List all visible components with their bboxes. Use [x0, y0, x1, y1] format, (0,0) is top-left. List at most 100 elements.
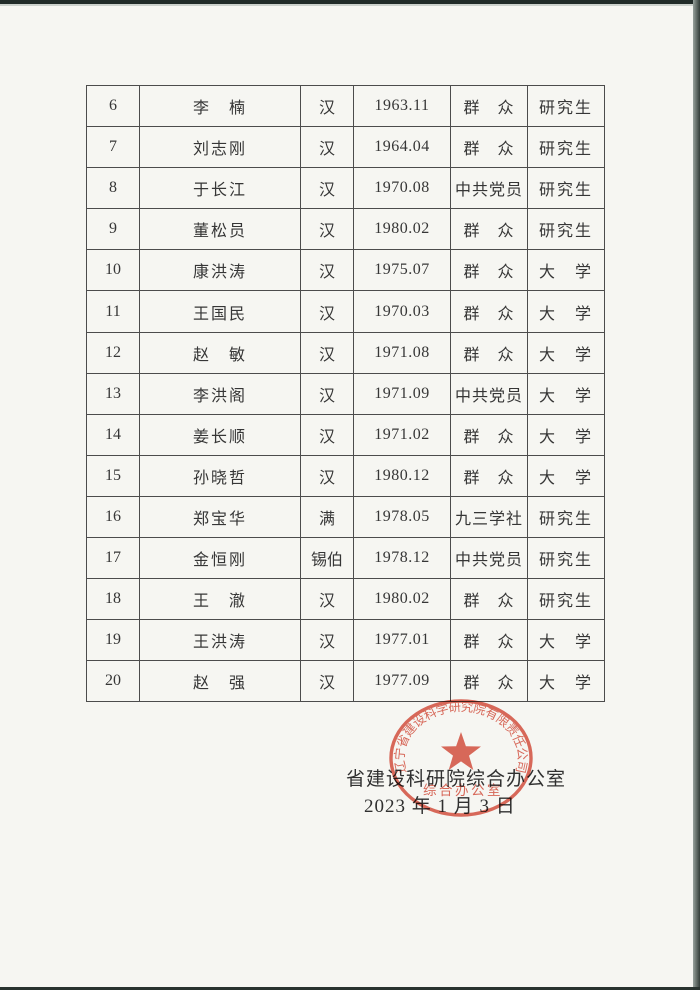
cell-education: 研究生	[527, 495, 605, 539]
personnel-table: 6 李 楠 汉 1963.11 群 众 研究生 7 刘志刚 汉 1964.04 …	[86, 84, 605, 703]
table-row: 18 王 澈 汉 1980.02 群 众 研究生	[86, 578, 605, 621]
cell-birth-date: 1970.08	[353, 167, 451, 210]
table-row: 20 赵 强 汉 1977.09 群 众 大 学	[86, 660, 605, 703]
cell-birth-date: 1978.12	[353, 537, 451, 580]
cell-education: 大 学	[527, 619, 605, 662]
table-row: 12 赵 敏 汉 1971.08 群 众 大 学	[86, 331, 605, 374]
official-seal-stamp: 辽宁省建设科学研究院有限责任公司 综合办公室	[389, 699, 533, 817]
cell-birth-date: 1980.02	[353, 208, 451, 251]
cell-political-status: 群 众	[450, 413, 528, 456]
cell-row-number: 14	[86, 413, 140, 456]
scan-edge-top-shadow	[0, 4, 700, 6]
table-row: 10 康洪涛 汉 1975.07 群 众 大 学	[86, 249, 605, 292]
cell-name: 孙晓哲	[139, 454, 301, 497]
cell-ethnicity: 汉	[300, 290, 354, 333]
cell-name: 姜长顺	[139, 413, 301, 456]
cell-political-status: 群 众	[450, 208, 528, 251]
cell-name: 王 澈	[139, 578, 301, 621]
personnel-table-body: 6 李 楠 汉 1963.11 群 众 研究生 7 刘志刚 汉 1964.04 …	[86, 84, 605, 703]
table-row: 17 金恒刚 锡伯 1978.12 中共党员 研究生	[86, 537, 605, 580]
cell-political-status: 九三学社	[450, 495, 528, 539]
cell-education: 大 学	[527, 249, 605, 292]
cell-row-number: 12	[86, 331, 140, 374]
cell-ethnicity: 汉	[300, 660, 354, 703]
cell-education: 大 学	[527, 454, 605, 497]
cell-row-number: 15	[86, 454, 140, 497]
cell-name: 郑宝华	[139, 495, 301, 539]
cell-ethnicity: 锡伯	[300, 537, 354, 580]
table-row: 13 李洪阁 汉 1971.09 中共党员 大 学	[86, 372, 605, 415]
cell-education: 研究生	[527, 578, 605, 621]
cell-name: 刘志刚	[139, 126, 301, 169]
issue-date-line: 2023 年 1 月 3 日	[364, 796, 516, 817]
cell-name: 李 楠	[139, 84, 301, 128]
cell-ethnicity: 汉	[300, 372, 354, 415]
cell-birth-date: 1978.05	[353, 495, 451, 539]
cell-row-number: 8	[86, 167, 140, 210]
cell-row-number: 10	[86, 249, 140, 292]
cell-name: 王国民	[139, 290, 301, 333]
cell-row-number: 11	[86, 290, 140, 333]
cell-birth-date: 1977.01	[353, 619, 451, 662]
table-row: 16 郑宝华 满 1978.05 九三学社 研究生	[86, 495, 605, 539]
cell-education: 大 学	[527, 660, 605, 703]
table-row: 8 于长江 汉 1970.08 中共党员 研究生	[86, 167, 605, 210]
seal-office-text: 综合办公室	[423, 782, 503, 798]
seal-star-icon	[441, 732, 481, 770]
table-row: 15 孙晓哲 汉 1980.12 群 众 大 学	[86, 454, 605, 497]
table-row: 9 董松员 汉 1980.02 群 众 研究生	[86, 208, 605, 251]
cell-political-status: 群 众	[450, 619, 528, 662]
cell-ethnicity: 汉	[300, 126, 354, 169]
cell-row-number: 7	[86, 126, 140, 169]
cell-political-status: 中共党员	[450, 372, 528, 415]
cell-political-status: 群 众	[450, 578, 528, 621]
cell-birth-date: 1975.07	[353, 249, 451, 292]
cell-education: 大 学	[527, 290, 605, 333]
cell-education: 研究生	[527, 126, 605, 169]
cell-name: 王洪涛	[139, 619, 301, 662]
cell-political-status: 中共党员	[450, 537, 528, 580]
table-row: 7 刘志刚 汉 1964.04 群 众 研究生	[86, 126, 605, 169]
cell-row-number: 18	[86, 578, 140, 621]
cell-education: 大 学	[527, 372, 605, 415]
scan-edge-top	[0, 0, 700, 4]
cell-row-number: 19	[86, 619, 140, 662]
cell-education: 大 学	[527, 331, 605, 374]
cell-row-number: 16	[86, 495, 140, 539]
cell-political-status: 群 众	[450, 290, 528, 333]
table-row: 6 李 楠 汉 1963.11 群 众 研究生	[86, 84, 605, 128]
cell-birth-date: 1964.04	[353, 126, 451, 169]
seal-ring	[389, 699, 533, 817]
cell-education: 研究生	[527, 537, 605, 580]
cell-political-status: 群 众	[450, 331, 528, 374]
cell-row-number: 13	[86, 372, 140, 415]
scan-edge-right	[693, 0, 700, 990]
cell-political-status: 中共党员	[450, 167, 528, 210]
cell-ethnicity: 汉	[300, 167, 354, 210]
scan-edge-bottom	[0, 987, 700, 990]
cell-birth-date: 1971.02	[353, 413, 451, 456]
cell-education: 大 学	[527, 413, 605, 456]
cell-ethnicity: 汉	[300, 454, 354, 497]
cell-ethnicity: 汉	[300, 413, 354, 456]
cell-ethnicity: 汉	[300, 84, 354, 128]
cell-ethnicity: 汉	[300, 331, 354, 374]
cell-education: 研究生	[527, 208, 605, 251]
table-row: 11 王国民 汉 1970.03 群 众 大 学	[86, 290, 605, 333]
cell-political-status: 群 众	[450, 126, 528, 169]
cell-birth-date: 1970.03	[353, 290, 451, 333]
cell-birth-date: 1971.09	[353, 372, 451, 415]
cell-name: 康洪涛	[139, 249, 301, 292]
table-row: 19 王洪涛 汉 1977.01 群 众 大 学	[86, 619, 605, 662]
cell-ethnicity: 汉	[300, 249, 354, 292]
cell-name: 董松员	[139, 208, 301, 251]
cell-birth-date: 1971.08	[353, 331, 451, 374]
cell-ethnicity: 汉	[300, 208, 354, 251]
cell-name: 李洪阁	[139, 372, 301, 415]
cell-row-number: 20	[86, 660, 140, 703]
cell-name: 金恒刚	[139, 537, 301, 580]
cell-name: 赵 敏	[139, 331, 301, 374]
cell-ethnicity: 汉	[300, 619, 354, 662]
cell-birth-date: 1977.09	[353, 660, 451, 703]
cell-row-number: 9	[86, 208, 140, 251]
